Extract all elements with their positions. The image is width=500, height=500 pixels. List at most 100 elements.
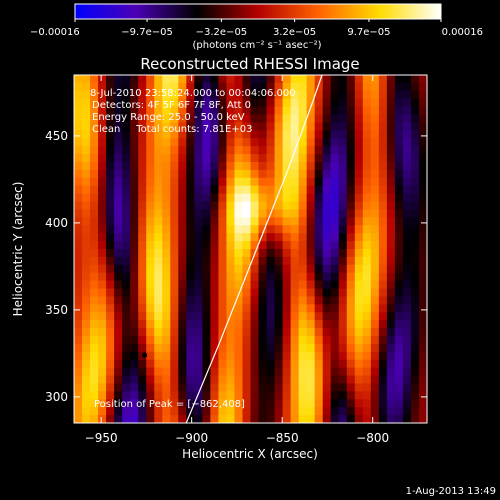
heatmap-cell [370, 328, 380, 337]
heatmap-cell [402, 98, 412, 108]
heatmap-cell [290, 249, 300, 258]
heatmap-cell [194, 272, 203, 282]
heatmap-cell [418, 75, 427, 84]
heatmap-cell [226, 241, 236, 250]
heatmap-cell [98, 328, 107, 337]
heatmap-cell [370, 177, 380, 187]
heatmap-cell [314, 138, 324, 147]
heatmap-cell [114, 256, 123, 266]
heatmap-cell [306, 256, 316, 266]
heatmap-cell [210, 343, 220, 353]
heatmap-cell [90, 217, 99, 226]
heatmap-cell [114, 130, 123, 139]
heatmap-cell [218, 328, 228, 337]
heatmap-cell [162, 256, 171, 266]
heatmap-cell [90, 288, 99, 298]
heatmap-cell [138, 138, 147, 147]
heatmap-cell [274, 114, 284, 124]
heatmap-cell [402, 391, 412, 400]
heatmap-cell [154, 75, 163, 84]
heatmap-cell [378, 328, 388, 337]
heatmap-cell [202, 122, 211, 131]
heatmap-cell [290, 375, 300, 385]
heatmap-cell [338, 138, 348, 147]
heatmap-cell [82, 272, 91, 282]
heatmap-cell [114, 185, 123, 195]
heatmap-cell [130, 304, 139, 313]
heatmap-cell [114, 90, 123, 100]
heatmap-cell [386, 162, 396, 171]
heatmap-cell [74, 82, 83, 92]
heatmap-cell [394, 90, 404, 100]
heatmap-cell [330, 98, 340, 108]
heatmap-cell [170, 367, 179, 377]
heatmap-cell [274, 217, 284, 226]
heatmap-cell [386, 233, 396, 242]
heatmap-cell [106, 154, 115, 163]
heatmap-cell [266, 201, 276, 211]
heatmap-cell [250, 106, 260, 116]
heatmap-cell [306, 209, 316, 218]
heatmap-cell [122, 312, 131, 321]
heatmap-cell [354, 114, 364, 124]
heatmap-cell [322, 249, 332, 258]
heatmap-cell [394, 98, 404, 108]
heatmap-cell [114, 225, 123, 234]
heatmap-cell [186, 256, 195, 266]
heatmap-cell [330, 82, 340, 92]
heatmap-cell [82, 375, 91, 385]
heatmap-cell [114, 328, 123, 337]
heatmap-cell [146, 82, 155, 92]
heatmap-cell [178, 122, 187, 131]
heatmap-cell [266, 82, 276, 92]
heatmap-cell [250, 114, 260, 124]
heatmap-cell [162, 146, 171, 155]
heatmap-cell [402, 233, 412, 242]
heatmap-cell [370, 154, 380, 163]
heatmap-cell [106, 177, 115, 187]
heatmap-cell [330, 399, 340, 408]
heatmap-cell [162, 296, 171, 305]
heatmap-cell [258, 272, 268, 282]
heatmap-cell [346, 209, 356, 218]
heatmap-cell [90, 399, 99, 408]
heatmap-cell [210, 399, 220, 408]
heatmap-cell [146, 336, 155, 345]
heatmap-cell [162, 138, 171, 147]
heatmap-cell [306, 233, 316, 242]
heatmap-cell [130, 185, 139, 195]
heatmap-cell [290, 320, 300, 329]
heatmap-cell [410, 130, 420, 139]
heatmap-cell [354, 138, 364, 147]
x-tick-label: −900 [175, 431, 208, 445]
heatmap-cell [178, 82, 187, 92]
heatmap-cell [418, 351, 427, 361]
heatmap-cell [178, 383, 187, 392]
heatmap-cell [402, 106, 412, 116]
heatmap-cell [266, 90, 276, 100]
heatmap-cell [362, 343, 372, 353]
heatmap-cell [330, 351, 340, 361]
heatmap-cell [274, 415, 284, 423]
heatmap-cell [242, 146, 252, 155]
heatmap-cell [418, 264, 427, 274]
colorbar-tick-label: −3.2e−05 [196, 27, 248, 38]
heatmap-cell [202, 185, 211, 195]
heatmap-cell [114, 106, 123, 116]
heatmap-cell [82, 320, 91, 329]
heatmap-cell [154, 217, 163, 226]
heatmap-cell [322, 122, 332, 131]
heatmap-cell [130, 75, 139, 84]
heatmap-cell [138, 209, 147, 218]
heatmap-cell [322, 328, 332, 337]
heatmap-cell [378, 383, 388, 392]
heatmap-cell [210, 90, 220, 100]
heatmap-cell [82, 264, 91, 274]
heatmap-cell [418, 375, 427, 385]
heatmap-cell [138, 336, 147, 345]
heatmap-cell [106, 209, 115, 218]
heatmap-cell [314, 154, 324, 163]
heatmap-cell [354, 415, 364, 423]
heatmap-cell [138, 367, 147, 377]
heatmap-cell [170, 296, 179, 305]
